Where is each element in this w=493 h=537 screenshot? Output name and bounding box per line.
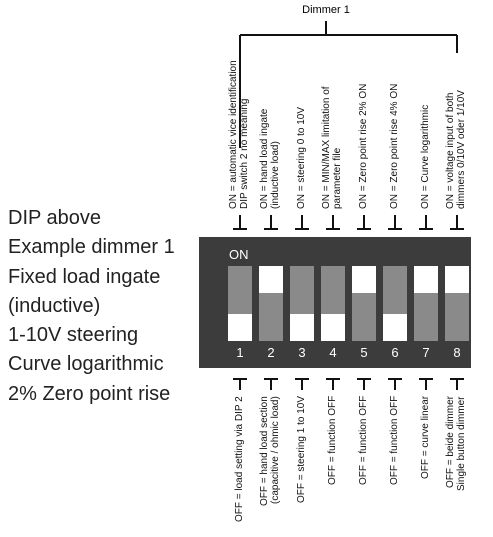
dip-switch-knob — [414, 293, 438, 341]
dip-switch-8[interactable] — [445, 266, 469, 341]
on-label-text: (inductive load) — [270, 141, 281, 209]
dip-switch-6[interactable] — [383, 266, 407, 341]
on-label-text: ON = MIN/MAX limitation of — [321, 86, 332, 209]
side-line-5: 1-10V steering — [8, 324, 139, 347]
on-label-text: ON = steering 0 to 10V — [296, 106, 307, 209]
dip-switch-knob — [383, 266, 407, 314]
dip-switch-knob — [290, 266, 314, 314]
dip-switch-number-6: 6 — [391, 345, 399, 360]
dip-switch-5[interactable] — [352, 266, 376, 341]
dip-switch-number-1: 1 — [236, 345, 244, 360]
dip-switch-knob — [352, 293, 376, 341]
dip-switch-number-8: 8 — [453, 345, 461, 360]
off-label-text: OFF = function OFF — [389, 396, 400, 486]
off-label-text: OFF = load setting via DIP 2 — [234, 396, 245, 522]
off-label-text: OFF = steering 1 to 10V — [296, 396, 307, 503]
dip-switch-2[interactable] — [259, 266, 283, 341]
dip-switch-1[interactable] — [228, 266, 252, 341]
side-line-7: 2% Zero point rise — [8, 382, 171, 405]
dip-switch-number-5: 5 — [360, 345, 368, 360]
dip-switch-7[interactable] — [414, 266, 438, 341]
side-line-3: Fixed load ingate — [8, 265, 161, 288]
off-label-text: Single button dimmer — [456, 396, 467, 491]
on-label-text: ON = voltage input of both — [445, 92, 456, 209]
dip-switch-knob — [445, 293, 469, 341]
dimmer-title: Dimmer 1 — [302, 4, 350, 16]
off-label-text: (capacitive / ohmic load) — [270, 396, 281, 504]
dip-switch-block: ON 1 2 3 4 5 6 7 8 — [199, 237, 471, 368]
dip-switch-knob — [321, 266, 345, 314]
dip-switch-number-3: 3 — [298, 345, 306, 360]
connector-lines — [233, 21, 464, 390]
off-label-text: OFF = curve linear — [420, 396, 431, 480]
on-label-text: parameter file — [332, 147, 343, 209]
on-label-text: dimmers 0/10V oder 1/10V — [456, 90, 467, 209]
on-label-text: DIP switch 2 no meaning — [239, 98, 250, 209]
on-label: ON — [229, 247, 249, 262]
side-line-6: Curve logarithmic — [8, 353, 164, 376]
example-description: DIP above Example dimmer 1 Fixed load in… — [8, 204, 175, 409]
on-label-text: ON = Zero point rise 2% ON — [358, 83, 369, 209]
dip-switch-number-4: 4 — [329, 345, 337, 360]
on-label-text: ON = automatic vice identification — [228, 60, 239, 209]
on-label-text: ON = Zero point rise 4% ON — [389, 83, 400, 209]
on-label-text: ON = Curve logarithmic — [420, 104, 431, 209]
off-label-text: OFF = function OFF — [327, 396, 338, 486]
off-label-text: OFF = beide dimmer — [445, 396, 456, 488]
off-label-text: OFF = function OFF — [358, 396, 369, 486]
on-label-text: ON = hand load ingate — [259, 108, 270, 209]
dip-switch-knob — [259, 293, 283, 341]
off-label-text: OFF = hand load section — [259, 396, 270, 506]
dip-switch-4[interactable] — [321, 266, 345, 341]
side-line-4: (inductive) — [8, 294, 101, 317]
dip-switch-knob — [228, 266, 252, 314]
dip-switch-number-7: 7 — [422, 345, 430, 360]
side-line-2: Example dimmer 1 — [8, 236, 175, 259]
side-line-1: DIP above — [8, 207, 102, 229]
dip-switch-3[interactable] — [290, 266, 314, 341]
dip-switch-number-2: 2 — [267, 345, 275, 360]
